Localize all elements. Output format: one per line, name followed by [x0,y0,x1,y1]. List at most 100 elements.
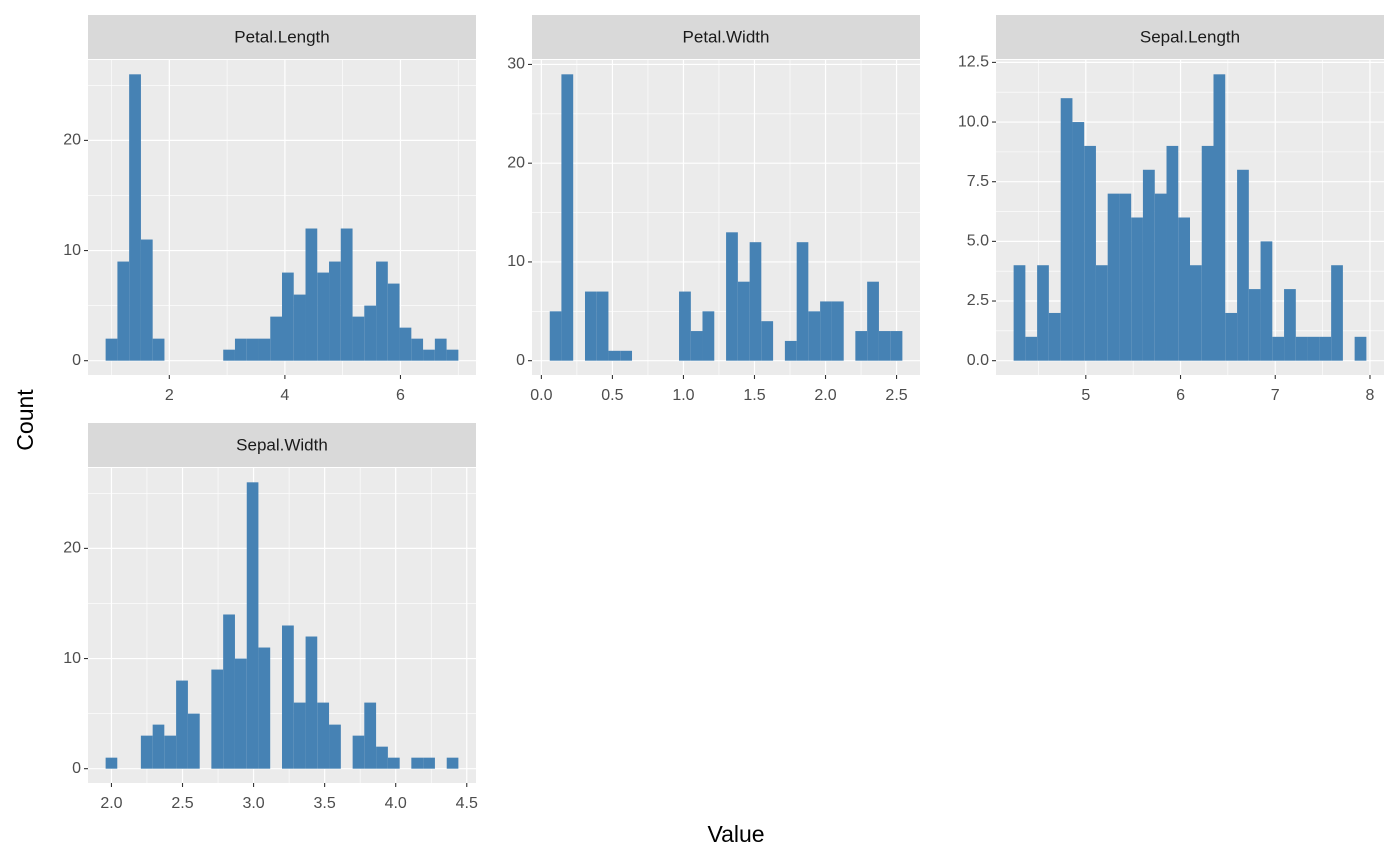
strip-text: Sepal.Length [1140,27,1240,46]
bar [364,305,377,361]
bar [258,338,271,361]
bar [1107,193,1120,361]
bar [105,757,118,769]
bar [364,702,377,769]
strip [996,15,1384,59]
bar [549,311,562,361]
bar [1201,145,1214,361]
bar [784,340,797,361]
bar [1037,265,1049,361]
y-tick-label: 0.0 [967,352,989,369]
bar [223,349,235,361]
bar [164,735,177,769]
bar [387,283,400,361]
bar [305,636,318,769]
bar [1119,193,1132,361]
bar [1095,265,1108,361]
x-tick-label: 0.0 [530,387,552,404]
y-tick-label: 10.0 [958,113,989,130]
y-tick-label: 0 [72,760,81,777]
bar [234,658,247,769]
bar [1025,336,1038,361]
bar [423,349,435,361]
bar [1013,265,1026,361]
bar [796,242,809,361]
bar [246,338,259,361]
bar [1154,193,1167,361]
y-tick-label: 20 [63,540,81,557]
x-tick-label: 1.0 [672,387,694,404]
bar [855,331,868,361]
bar [352,316,365,361]
strip [532,15,920,59]
y-tick-label: 10 [507,253,525,270]
x-tick-label: 3.5 [314,795,336,812]
bar [258,647,271,769]
bar [317,272,330,361]
y-tick-label: 20 [507,154,525,171]
bar [317,702,330,769]
bar [1142,169,1155,361]
bar [1084,145,1096,361]
y-tick-label: 2.5 [967,292,989,309]
bar [820,301,832,361]
bar [434,338,447,361]
bar [305,228,318,361]
x-tick-label: 8 [1366,387,1375,404]
x-tick-label: 2.0 [100,795,122,812]
bar [176,680,188,769]
x-axis-title: Value [707,821,764,847]
bar [1131,217,1143,361]
y-tick-label: 10 [63,650,81,667]
y-tick-label: 10 [63,242,81,259]
bar [270,316,282,361]
x-tick-label: 7 [1271,387,1280,404]
bar [117,261,130,361]
bar [1237,169,1249,361]
bar [140,239,153,361]
bar [411,757,424,769]
bar [376,261,388,361]
bar [1284,289,1296,361]
x-tick-label: 2.5 [171,795,193,812]
x-tick-label: 4.0 [385,795,407,812]
strip-text: Petal.Length [234,27,329,46]
bar [1048,312,1061,361]
bar [890,331,903,361]
bar [376,746,388,769]
y-tick-label: 5.0 [967,233,989,250]
strip-text: Petal.Width [683,27,770,46]
bar [1225,312,1238,361]
bar [1190,265,1202,361]
y-tick-label: 0 [516,352,525,369]
bar [152,338,165,361]
strip [88,423,476,467]
bar [446,757,459,769]
bar [1166,145,1179,361]
y-tick-label: 12.5 [958,54,989,71]
y-axis-title: Count [12,389,38,451]
bar [1295,336,1308,361]
bar [399,327,412,361]
bar [1319,336,1332,361]
bar [423,757,435,769]
bar [387,757,400,769]
bar [1213,74,1226,361]
y-tick-label: 0 [72,352,81,369]
bar [620,350,633,361]
bar [152,724,165,769]
bar [129,74,141,361]
bar [584,291,597,361]
bar [329,261,341,361]
bar [352,735,365,769]
x-tick-label: 5 [1081,387,1090,404]
bar [1307,336,1320,361]
bar [1178,217,1190,361]
x-tick-label: 2.0 [814,387,836,404]
bar [234,338,247,361]
bar [329,724,341,769]
x-tick-label: 6 [396,387,405,404]
bar [726,232,738,361]
bar [1060,98,1073,361]
